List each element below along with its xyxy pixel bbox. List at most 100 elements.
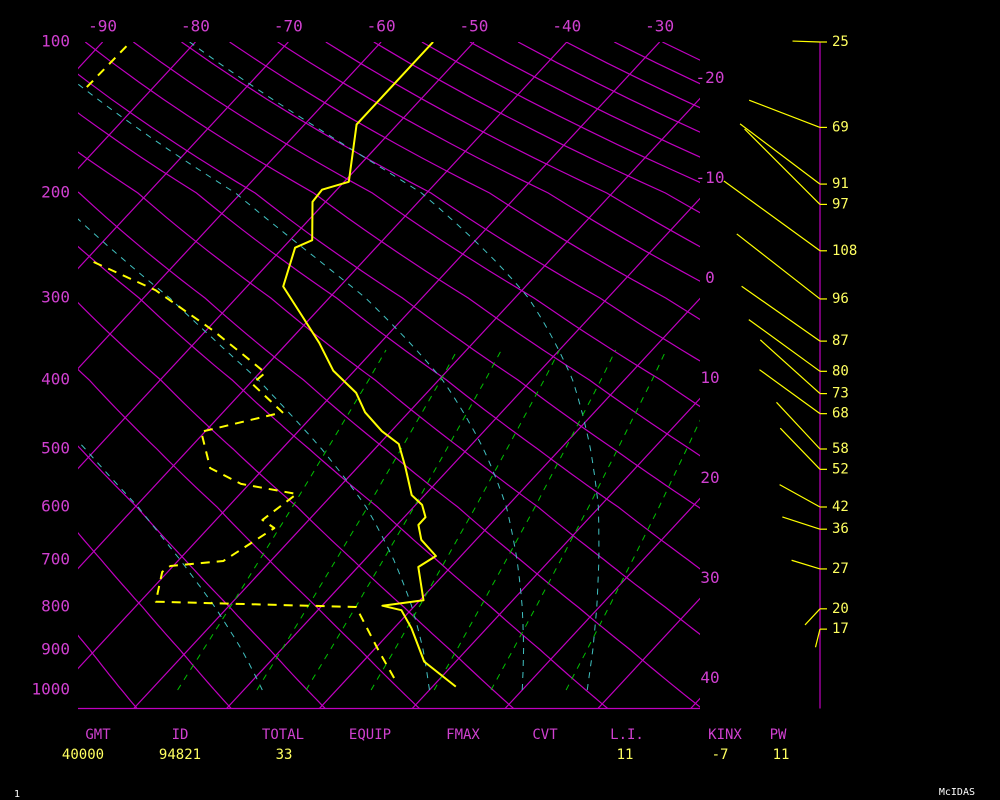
wind-line xyxy=(791,559,821,570)
stat-label: GMT xyxy=(85,727,111,743)
stat-label: PW xyxy=(770,727,787,743)
x-tick-label: 30 xyxy=(700,568,719,587)
wind-speed-label: 58 xyxy=(832,441,849,457)
stat-value: -7 xyxy=(712,747,729,763)
isotherm xyxy=(411,397,700,709)
wind-speed-label: 80 xyxy=(832,363,849,379)
isotherm xyxy=(78,42,568,570)
dry-adiabat xyxy=(78,191,700,708)
x-tick-label: 20 xyxy=(700,468,719,487)
wind-line xyxy=(759,339,821,395)
stat-label: KINX xyxy=(708,727,742,743)
isotherm xyxy=(226,197,700,709)
mixing-ratio-line xyxy=(256,349,458,691)
y-tick-label: 200 xyxy=(41,183,70,202)
wind-speed-label: 42 xyxy=(832,499,849,515)
dry-adiabat xyxy=(229,42,700,321)
y-tick-label: 800 xyxy=(41,597,70,616)
y-tick-label: 300 xyxy=(41,288,70,307)
dry-adiabat xyxy=(78,73,700,509)
footer-right: McIDAS xyxy=(939,787,975,798)
wind-line xyxy=(782,516,821,530)
wind-line xyxy=(748,319,821,372)
footer-left: 1 xyxy=(14,789,20,800)
moist-adiabat xyxy=(78,218,430,691)
moist-adiabat xyxy=(189,42,600,691)
stat-value: 40000 xyxy=(62,747,104,763)
wind-line xyxy=(792,40,821,43)
wind-line xyxy=(723,180,821,252)
wind-line xyxy=(744,128,821,205)
wind-line xyxy=(736,233,821,300)
wind-line xyxy=(779,484,821,508)
x-tick-label: -10 xyxy=(696,168,725,187)
x-tick-label: 10 xyxy=(700,368,719,387)
x-tick-label: -90 xyxy=(88,17,117,36)
y-tick-label: 600 xyxy=(41,497,70,516)
y-tick-label: 900 xyxy=(41,640,70,659)
y-tick-label: 1000 xyxy=(31,680,70,699)
x-tick-label: -40 xyxy=(552,17,581,36)
wind-speed-label: 73 xyxy=(832,386,849,402)
stat-label: TOTAL xyxy=(262,727,304,743)
wind-line xyxy=(776,401,821,450)
moist-adiabat xyxy=(78,83,525,691)
x-tick-label: -30 xyxy=(645,17,674,36)
mixing-ratio-line xyxy=(433,349,617,691)
dry-adiabat xyxy=(78,245,609,709)
isotherm xyxy=(78,42,661,670)
wind-line xyxy=(814,628,821,648)
wind-line xyxy=(779,427,821,470)
sounding xyxy=(86,42,457,688)
stat-label: ID xyxy=(172,727,189,743)
y-tick-label: 700 xyxy=(41,550,70,569)
wind-speed-label: 68 xyxy=(832,406,849,422)
isotherm xyxy=(78,42,382,370)
dry-adiabat xyxy=(78,445,327,709)
wind-speed-label: 108 xyxy=(832,243,857,259)
dry-adiabat xyxy=(78,112,700,570)
y-tick-label: 400 xyxy=(41,370,70,389)
dry-adiabat xyxy=(133,42,700,408)
wind-speed-label: 87 xyxy=(832,333,849,349)
dry-adiabat xyxy=(78,634,138,709)
isotherm xyxy=(78,42,289,270)
mixing-ratio-line xyxy=(370,349,560,691)
stat-label: L.I. xyxy=(610,727,644,743)
y-tick-label: 500 xyxy=(41,439,70,458)
dry-adiabat xyxy=(277,42,700,282)
wind-line xyxy=(759,369,821,415)
x-tick-label: -20 xyxy=(696,68,725,87)
dry-adiabat xyxy=(181,42,700,362)
stat-value: 11 xyxy=(617,747,634,763)
dry-adiabat xyxy=(78,151,700,636)
stat-label: FMAX xyxy=(446,727,480,743)
temperature-line xyxy=(282,42,457,688)
x-tick-label: 0 xyxy=(705,268,715,287)
wind-speed-label: 20 xyxy=(832,601,849,617)
dry-adiabat xyxy=(84,42,700,457)
wind-speed-label: 52 xyxy=(832,461,849,477)
stat-value: 11 xyxy=(773,747,790,763)
wind-line xyxy=(741,285,821,342)
x-tick-label: 40 xyxy=(700,668,719,687)
stat-value: 33 xyxy=(276,747,293,763)
wind-line xyxy=(804,608,821,626)
stat-value: 94821 xyxy=(159,747,201,763)
dry-adiabat xyxy=(78,532,233,709)
x-tick-label: -80 xyxy=(181,17,210,36)
y-tick-label: 100 xyxy=(41,32,70,51)
wind-speed-label: 27 xyxy=(832,561,849,577)
wind-speed-label: 91 xyxy=(832,176,849,192)
annotations: 100 200 300 400 500 600 700 800 900 1000 -90 -80 -7 0… xyxy=(31,17,857,764)
wind-line xyxy=(748,99,821,128)
x-tick-label: -60 xyxy=(367,17,396,36)
wind-line xyxy=(739,123,821,185)
isotherm xyxy=(504,497,700,709)
isotherm xyxy=(78,42,196,170)
wind-speed-label: 36 xyxy=(832,521,849,537)
